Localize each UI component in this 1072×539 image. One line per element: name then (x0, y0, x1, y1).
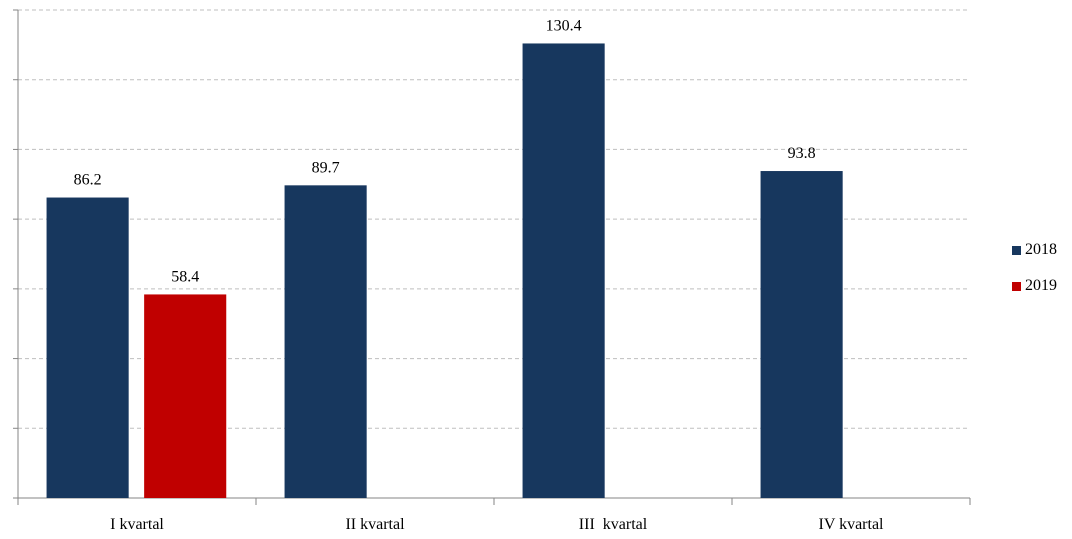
bar-2018-1 (46, 197, 129, 498)
value-label-2018-1: 86.2 (74, 172, 102, 189)
bar-2018-2 (284, 185, 367, 498)
legend: 2018 2019 (1012, 240, 1057, 312)
bar-2019-1 (144, 294, 227, 498)
bar-2018-3 (522, 43, 605, 498)
x-tick-label-2: II kvartal (345, 516, 405, 533)
x-tick-label-3: III kvartal (579, 516, 648, 533)
bars (46, 43, 843, 499)
legend-item-2018: 2018 (1012, 240, 1057, 260)
x-tick-label-4: IV kvartal (818, 516, 884, 533)
value-label-2018-2: 89.7 (312, 159, 340, 176)
legend-item-2019: 2019 (1012, 276, 1057, 296)
value-label-2018-4: 93.8 (788, 145, 816, 162)
legend-swatch-2019 (1012, 281, 1021, 291)
bar-2018-4 (760, 171, 843, 499)
legend-label-2019: 2019 (1025, 277, 1057, 294)
x-tick-labels: I kvartal II kvartal III kvartal IV kvartal (110, 516, 884, 533)
value-label-2019-1: 58.4 (171, 268, 199, 285)
value-labels: 86.2 89.7 130.4 93.8 58.4 (74, 17, 816, 285)
legend-swatch-2018 (1012, 245, 1021, 255)
x-tick-label-1: I kvartal (110, 516, 164, 533)
legend-label-2018: 2018 (1025, 241, 1057, 258)
value-label-2018-3: 130.4 (546, 17, 582, 34)
